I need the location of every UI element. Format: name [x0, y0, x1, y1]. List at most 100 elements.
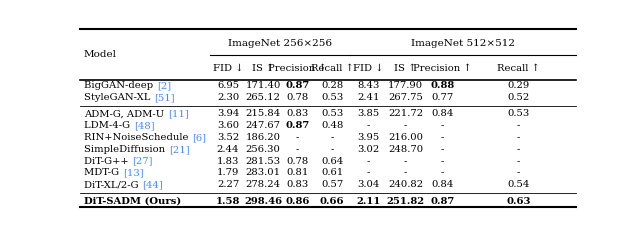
- Text: IS ↑: IS ↑: [252, 64, 274, 73]
- Text: 0.53: 0.53: [321, 93, 343, 102]
- Text: Precision ↑: Precision ↑: [268, 64, 326, 73]
- Text: 267.75: 267.75: [388, 93, 423, 102]
- Text: 6.95: 6.95: [217, 81, 239, 90]
- Text: 186.20: 186.20: [246, 133, 280, 142]
- Text: 0.77: 0.77: [431, 93, 454, 102]
- Text: 3.95: 3.95: [357, 133, 380, 142]
- Text: 0.61: 0.61: [321, 169, 343, 178]
- Text: 256.30: 256.30: [246, 145, 280, 154]
- Text: -: -: [296, 133, 299, 142]
- Text: 0.88: 0.88: [431, 81, 454, 90]
- Text: BigGAN-deep: BigGAN-deep: [84, 81, 157, 90]
- Text: 0.84: 0.84: [431, 109, 454, 118]
- Text: ImageNet 512×512: ImageNet 512×512: [411, 39, 515, 48]
- Text: 0.53: 0.53: [321, 109, 343, 118]
- Text: ImageNet 256×256: ImageNet 256×256: [228, 39, 332, 48]
- Text: -: -: [367, 169, 370, 178]
- Text: -: -: [441, 169, 444, 178]
- Text: -: -: [404, 121, 407, 130]
- Text: 0.57: 0.57: [321, 180, 343, 189]
- Text: DiT-SADM (Ours): DiT-SADM (Ours): [84, 197, 182, 206]
- Text: 2.41: 2.41: [357, 93, 380, 102]
- Text: SimpleDiffusion: SimpleDiffusion: [84, 145, 169, 154]
- Text: [44]: [44]: [142, 180, 163, 189]
- Text: Recall ↑: Recall ↑: [497, 64, 540, 73]
- Text: Precision ↑: Precision ↑: [413, 64, 472, 73]
- Text: 0.53: 0.53: [508, 109, 529, 118]
- Text: 281.53: 281.53: [246, 157, 280, 166]
- Text: 0.81: 0.81: [286, 169, 308, 178]
- Text: -: -: [330, 145, 334, 154]
- Text: -: -: [441, 121, 444, 130]
- Text: 177.90: 177.90: [388, 81, 423, 90]
- Text: 3.94: 3.94: [217, 109, 239, 118]
- Text: -: -: [367, 157, 370, 166]
- Text: 0.87: 0.87: [285, 121, 309, 130]
- Text: -: -: [441, 133, 444, 142]
- Text: 278.24: 278.24: [246, 180, 280, 189]
- Text: 240.82: 240.82: [388, 180, 423, 189]
- Text: 2.30: 2.30: [217, 93, 239, 102]
- Text: FID ↓: FID ↓: [213, 64, 243, 73]
- Text: 1.58: 1.58: [216, 197, 240, 206]
- Text: 8.43: 8.43: [357, 81, 380, 90]
- Text: -: -: [516, 169, 520, 178]
- Text: -: -: [404, 169, 407, 178]
- Text: RIN+NoiseSchedule: RIN+NoiseSchedule: [84, 133, 192, 142]
- Text: ADM-G, ADM-U: ADM-G, ADM-U: [84, 109, 168, 118]
- Text: StyleGAN-XL: StyleGAN-XL: [84, 93, 154, 102]
- Text: 2.27: 2.27: [217, 180, 239, 189]
- Text: 0.63: 0.63: [506, 197, 531, 206]
- Text: 283.01: 283.01: [246, 169, 280, 178]
- Text: -: -: [516, 157, 520, 166]
- Text: 0.54: 0.54: [508, 180, 530, 189]
- Text: 0.84: 0.84: [431, 180, 454, 189]
- Text: 1.79: 1.79: [217, 169, 239, 178]
- Text: [11]: [11]: [168, 109, 188, 118]
- Text: 0.28: 0.28: [321, 81, 343, 90]
- Text: 221.72: 221.72: [388, 109, 423, 118]
- Text: MDT-G: MDT-G: [84, 169, 123, 178]
- Text: -: -: [404, 157, 407, 166]
- Text: 1.83: 1.83: [217, 157, 239, 166]
- Text: -: -: [330, 133, 334, 142]
- Text: -: -: [367, 121, 370, 130]
- Text: 251.82: 251.82: [387, 197, 424, 206]
- Text: 298.46: 298.46: [244, 197, 282, 206]
- Text: 3.85: 3.85: [357, 109, 380, 118]
- Text: [2]: [2]: [157, 81, 171, 90]
- Text: 0.78: 0.78: [286, 93, 308, 102]
- Text: 3.52: 3.52: [217, 133, 239, 142]
- Text: 3.04: 3.04: [357, 180, 380, 189]
- Text: [21]: [21]: [169, 145, 189, 154]
- Text: 0.64: 0.64: [321, 157, 343, 166]
- Text: [51]: [51]: [154, 93, 175, 102]
- Text: -: -: [516, 121, 520, 130]
- Text: 0.48: 0.48: [321, 121, 344, 130]
- Text: 0.87: 0.87: [431, 197, 454, 206]
- Text: [48]: [48]: [134, 121, 154, 130]
- Text: 0.86: 0.86: [285, 197, 309, 206]
- Text: -: -: [516, 145, 520, 154]
- Text: 0.83: 0.83: [286, 180, 308, 189]
- Text: 0.87: 0.87: [285, 81, 309, 90]
- Text: [6]: [6]: [192, 133, 206, 142]
- Text: [27]: [27]: [132, 157, 153, 166]
- Text: -: -: [441, 145, 444, 154]
- Text: 3.60: 3.60: [217, 121, 239, 130]
- Text: 216.00: 216.00: [388, 133, 423, 142]
- Text: -: -: [296, 145, 299, 154]
- Text: 3.02: 3.02: [357, 145, 380, 154]
- Text: DiT-XL/2-G: DiT-XL/2-G: [84, 180, 142, 189]
- Text: 2.11: 2.11: [356, 197, 381, 206]
- Text: 2.44: 2.44: [217, 145, 239, 154]
- Text: 0.29: 0.29: [508, 81, 529, 90]
- Text: 215.84: 215.84: [245, 109, 281, 118]
- Text: -: -: [516, 133, 520, 142]
- Text: FID ↓: FID ↓: [353, 64, 383, 73]
- Text: [13]: [13]: [123, 169, 143, 178]
- Text: 248.70: 248.70: [388, 145, 423, 154]
- Text: IS ↑: IS ↑: [394, 64, 417, 73]
- Text: 0.52: 0.52: [508, 93, 529, 102]
- Text: 0.83: 0.83: [286, 109, 308, 118]
